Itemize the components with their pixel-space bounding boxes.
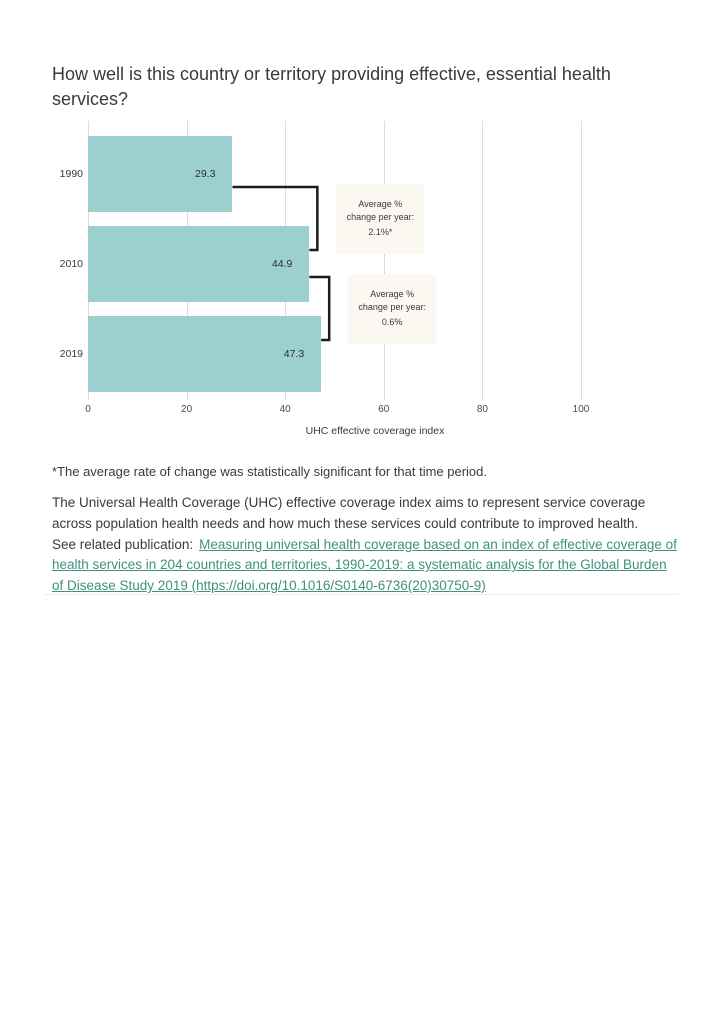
bar-1990 <box>88 136 233 212</box>
bar-2010 <box>88 226 310 302</box>
x-axis-tick-label: 0 <box>85 404 91 415</box>
change-connector-bracket <box>309 275 331 342</box>
x-axis-tick-label: 40 <box>279 404 291 415</box>
page-title: How well is this country or territory pr… <box>52 64 611 109</box>
x-axis-title: UHC effective coverage index <box>305 425 445 437</box>
bar-value-label: 47.3 <box>283 348 305 360</box>
section-divider <box>45 594 678 595</box>
change-connector-bracket <box>232 185 319 252</box>
significance-footnote: *The average rate of change was statisti… <box>52 464 487 479</box>
annotation-value: 0.6% <box>381 316 403 327</box>
publication-link[interactable]: Measuring universal health coverage base… <box>52 536 677 594</box>
annotation-line2: change per year: <box>346 212 415 223</box>
annotation-value: 2.1%* <box>368 226 393 237</box>
description-block: The Universal Health Coverage (UHC) effe… <box>52 493 680 597</box>
annotation-line2: change per year: <box>358 302 426 313</box>
bar-value-label: 44.9 <box>271 258 293 270</box>
avg-change-annotation: Average % change per year: 0.6% <box>348 273 437 344</box>
grid-line <box>383 121 385 400</box>
x-axis-tick-label: 80 <box>476 404 488 415</box>
grid-line <box>482 121 484 400</box>
bar-2019 <box>88 316 322 392</box>
grid-line <box>581 121 582 400</box>
y-axis-label-1990: 1990 <box>59 168 83 180</box>
y-axis-label-2010: 2010 <box>59 258 83 270</box>
bar-value-label: 29.3 <box>195 168 216 180</box>
annotation-line1: Average % <box>358 198 403 209</box>
avg-change-annotation: Average % change per year: 2.1%* <box>336 183 425 254</box>
x-axis-tick-label: 100 <box>572 404 590 415</box>
related-publication-line: See related publication: Measuring univer… <box>52 535 680 597</box>
x-axis-tick-label: 20 <box>181 404 193 415</box>
x-axis-tick-label: 60 <box>378 404 390 415</box>
see-related-label: See related publication: <box>52 536 194 552</box>
uhc-coverage-bar-chart: 0 20 40 60 80 100 1990 29.3 2010 44.9 2019 47.3 UHC … <box>0 121 724 451</box>
uhc-description-text: The Universal Health Coverage (UHC) effe… <box>52 495 646 531</box>
y-axis-label-2019: 2019 <box>59 348 83 360</box>
annotation-line1: Average % <box>370 288 415 299</box>
change-connectors <box>232 185 331 342</box>
